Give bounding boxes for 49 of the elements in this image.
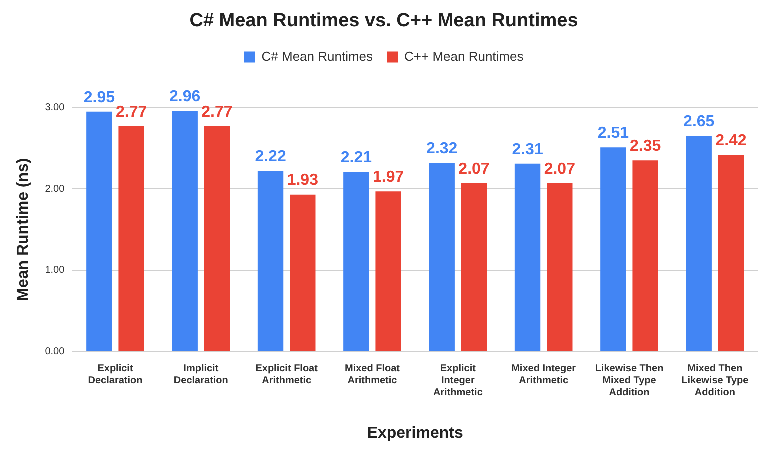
y-tick-label: 3.00 (45, 102, 66, 114)
x-tick-label: Explicit Float Arithmetic (256, 364, 319, 387)
y-tick-label: 0.00 (45, 346, 66, 358)
bar (204, 126, 230, 352)
bar (600, 148, 626, 352)
data-label: 2.21 (340, 149, 372, 166)
bar (344, 172, 370, 352)
data-label: 2.42 (716, 132, 747, 150)
data-label: 2.51 (598, 125, 630, 142)
data-label: 2.32 (426, 140, 458, 158)
bar (461, 183, 488, 352)
data-label: 2.65 (684, 114, 715, 131)
legend-label: C# Mean Runtimes (262, 48, 374, 64)
bar (429, 163, 455, 352)
data-label: 2.77 (116, 104, 148, 121)
x-axis-title: Experiments (367, 424, 464, 442)
data-label: 2.96 (170, 88, 201, 106)
data-label: 1.97 (372, 168, 404, 186)
data-label: 2.77 (202, 104, 233, 121)
data-label: 1.93 (287, 172, 319, 190)
data-label: 2.22 (255, 148, 286, 166)
data-label: 2.31 (512, 141, 544, 158)
bar (686, 136, 712, 352)
x-tick-label: Likewise Then Mixed Type Addition (595, 364, 664, 399)
x-tick-label: Mixed Float Arithmetic (344, 364, 401, 387)
x-tick-label: Implicit Declaration (174, 364, 228, 387)
data-label: 2.95 (84, 89, 116, 106)
y-axis-title: Mean Runtime (ns) (15, 158, 32, 302)
bar (258, 171, 284, 352)
bar (514, 164, 541, 352)
data-label: 2.07 (458, 160, 490, 178)
bar (118, 126, 144, 352)
bar (718, 154, 744, 352)
x-tick-label: Explicit Declaration (88, 364, 143, 387)
x-tick-label: Mixed Then Likewise Type Addition (682, 364, 750, 399)
bar (632, 160, 658, 352)
chart-title: C# Mean Runtimes vs. C++ Mean Runtimes (190, 10, 578, 32)
bar (547, 183, 573, 352)
x-tick-label: Explicit Integer Arithmetic (433, 364, 484, 399)
bar (172, 111, 198, 352)
data-label: 2.07 (544, 160, 576, 178)
legend-label: C++ Mean Runtimes (404, 48, 524, 64)
x-tick-label: Mixed Integer Arithmetic (512, 364, 576, 387)
data-label: 2.35 (630, 138, 662, 156)
y-tick-label: 2.00 (45, 184, 66, 195)
y-tick-label: 1.00 (45, 265, 66, 276)
bar (376, 192, 402, 352)
bar (86, 112, 112, 352)
bar (290, 194, 316, 352)
